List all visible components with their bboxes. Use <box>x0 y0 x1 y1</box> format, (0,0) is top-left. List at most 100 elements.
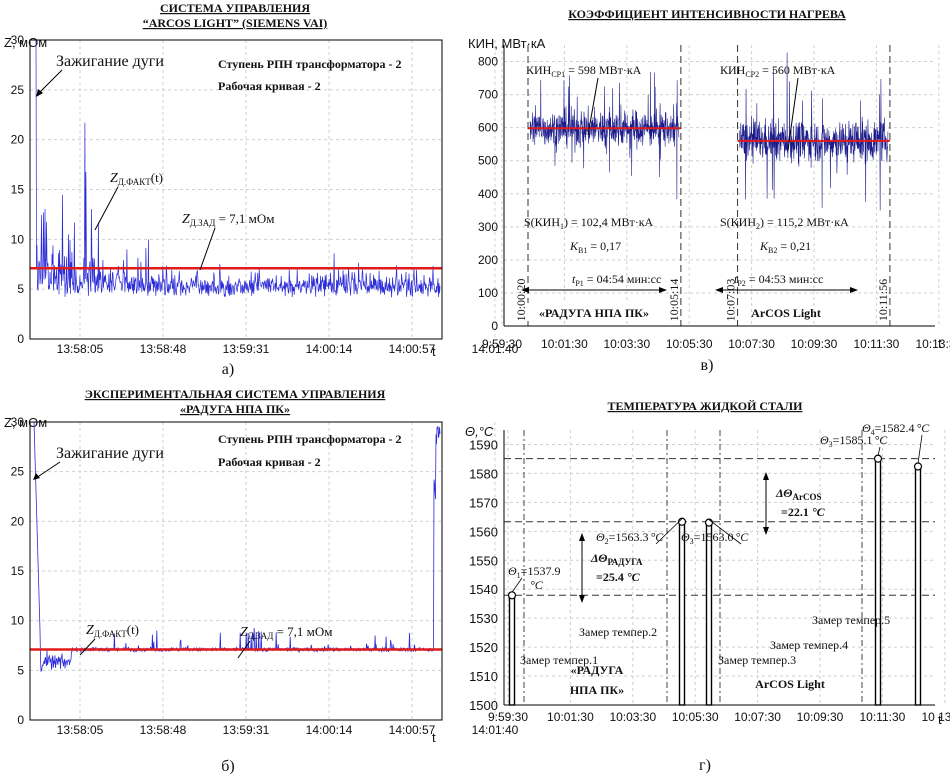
panel-d-period2-name: ArCOS Light <box>755 677 825 691</box>
pa-ytick-label: 5 <box>17 282 24 296</box>
panel-c-title: КОЭФФИЦИЕНТ ИНТЕНСИВНОСТИ НАГРЕВА <box>568 7 846 21</box>
pb-ytick-label: 20 <box>11 514 25 528</box>
panel-c-mean2-label: КИНСР2 = 560 МВт·кА <box>720 63 836 79</box>
pc-xtick-label: 10:11:30 <box>853 337 899 351</box>
panel-a-zfact-label: ZД.ФАКТ(t) <box>110 170 163 187</box>
pa-xtick-label: 13:58:05 <box>57 342 104 356</box>
panel-b-legend-line2: Рабочая кривая - 2 <box>218 455 321 469</box>
pd-measurement-value: Θ2=1563.3 °C <box>596 530 664 546</box>
panel-a-xlabel: t <box>432 344 436 359</box>
panel-c-period2-arrow-right <box>850 287 858 293</box>
pd-measurement-point <box>507 591 517 600</box>
panel-d-caption: г) <box>699 757 711 774</box>
panel-a-zfact-leader <box>94 186 119 231</box>
panel-a-zset-leader <box>199 227 216 271</box>
panel-b-caption: б) <box>221 758 234 775</box>
panel-d-period1-line2: НПА ПК» <box>570 683 624 697</box>
panel-d-xlabel: t <box>938 712 942 727</box>
pd-ytick-label: 1590 <box>469 437 498 452</box>
panel-a-arc-ignition: Зажигание дуги <box>56 53 164 70</box>
pd-ytick-label: 1530 <box>469 611 498 626</box>
pd-value-leader <box>655 518 683 545</box>
panel-a-plot-frame <box>29 39 443 340</box>
pc-ytick-label: 0 <box>491 319 498 333</box>
pd-measurement-bar <box>508 594 516 706</box>
panel-c-std1-label: S(КИН1) = 102,4 МВт·кА <box>524 215 654 231</box>
pb-xtick-label: 13:58:05 <box>57 723 104 737</box>
pd-ytick-label: 1570 <box>469 495 498 510</box>
pd-xtick-label: 10:09:30 <box>797 710 844 724</box>
pc-ytick-label: 600 <box>478 121 498 135</box>
pc-xtick-label: 10:01:30 <box>541 337 588 351</box>
pa-ytick-label: 15 <box>11 183 25 197</box>
pc-xtick-label: 10:03:30 <box>603 337 650 351</box>
panel-d-delta1-value: =25.4 °C <box>596 570 641 584</box>
panel-c-yticks: 0 100 200 300 400 500 600 700 800 <box>478 55 498 333</box>
panel-a-legend-line1: Ступень РПН трансформатора - 2 <box>218 57 402 71</box>
panel-a-impedance-series <box>31 39 441 298</box>
pb-ytick-label: 25 <box>11 465 25 479</box>
pd-value-leader <box>877 446 881 456</box>
panel-c-caption: в) <box>701 357 714 374</box>
panel-c-period2-arrow-left <box>715 287 723 293</box>
pd-value-leader <box>917 434 923 464</box>
panel-c-time-marks: 10:00:20 10:05:14 10:07:03 10:11:56 <box>514 279 890 322</box>
pc-xtick-label: 10:05:30 <box>666 337 713 351</box>
pb-ytick-label: 15 <box>11 564 25 578</box>
panel-b-title-line1: ЭКСПЕРИМЕНТАЛЬНАЯ СИСТЕМА УПРАВЛЕНИЯ <box>85 387 386 401</box>
panel-c-period1-arrow-left <box>521 287 529 293</box>
pd-measurement-bar <box>678 521 686 706</box>
panel-c-period1-arrow-right <box>659 287 667 293</box>
panel-b-yticks: 0 5 10 15 20 25 30 <box>11 415 25 727</box>
panel-c-mean1-label: КИНСР1 = 598 МВт·кА <box>526 63 642 79</box>
panel-d: ТЕМПЕРАТУРА ЖИДКОЙ СТАЛИ Θ,°C 1500151015… <box>465 399 950 774</box>
pc-ytick-label: 400 <box>478 187 498 201</box>
pc-ytick-label: 700 <box>478 88 498 102</box>
pc-ytick-label: 300 <box>478 220 498 234</box>
panel-d-xticks: 9:59:30 10:01:30 10:03:30 10:05:30 10:07:30 1… <box>488 710 950 724</box>
panel-a-zset-label: ZД.ЗАД = 7,1 мОм <box>182 211 275 228</box>
panel-d-yticks: 1500 1510 1520 1530 1540 1550 1560 1570 1580 1590 <box>469 437 498 713</box>
pd-measurement-bar <box>874 457 882 706</box>
pc-ytick-label: 500 <box>478 154 498 168</box>
panel-b-legend-line1: Ступень РПН трансформатора - 2 <box>218 432 402 446</box>
panel-b-ylabel: Z, мОм <box>4 415 47 430</box>
panel-b: ЭКСПЕРИМЕНТАЛЬНАЯ СИСТЕМА УПРАВЛЕНИЯ «РА… <box>4 387 519 775</box>
pd-measurement-point <box>873 454 883 463</box>
panel-d-ylabel: Θ,°C <box>465 424 494 439</box>
pa-ytick-label: 10 <box>11 232 25 246</box>
panel-a: СИСТЕМА УПРАВЛЕНИЯ “ARCOS LIGHT” (SIEMEN… <box>4 1 519 378</box>
pd-xtick-label: 10:01:30 <box>547 710 594 724</box>
pc-ytick-label: 100 <box>478 286 498 300</box>
panel-b-xticks: 13:58:05 13:58:48 13:59:31 14:00:14 14:00:57… <box>57 723 519 737</box>
pa-xtick-label: 14:01:40 <box>472 342 519 356</box>
pd-measurement-point <box>913 462 923 471</box>
panel-d-delta2-value: =22.1 °C <box>781 505 826 519</box>
pd-xtick-label: 10:07:30 <box>734 710 781 724</box>
pd-xtick-label: 10 13:30 <box>921 710 950 724</box>
panel-b-zfact-label: ZД.ФАКТ(t) <box>86 622 139 639</box>
pd-xtick-label: 9:59:30 <box>488 710 528 724</box>
pd-ytick-label: 1510 <box>469 669 498 684</box>
pd-xtick-label: 10:03:30 <box>609 710 656 724</box>
panel-d-grid <box>504 430 946 706</box>
panel-b-arrowhead <box>33 473 40 480</box>
panel-b-zset-label: ZД.ЗАД = 7,1 мОм <box>240 624 333 641</box>
panel-a-legend-line2: Рабочая кривая - 2 <box>218 79 321 93</box>
pd-measurement-value: Θ1=1537.9 <box>508 564 560 580</box>
pd-ytick-label: 1520 <box>469 640 498 655</box>
panel-b-plot-frame <box>29 421 443 721</box>
panel-d-delta1-arrow-bottom <box>579 595 585 603</box>
pb-ytick-label: 30 <box>11 415 25 429</box>
panel-a-caption: а) <box>222 361 234 378</box>
panel-c-period-boundaries <box>527 45 891 326</box>
pd-value-leader <box>511 577 523 593</box>
panel-c-t1-label: tР1 = 04:54 мин:сс <box>572 272 661 288</box>
panel-b-arrow <box>35 461 61 479</box>
panel-a-title-line2: “ARCOS LIGHT” (SIEMENS VAI) <box>143 16 328 30</box>
pa-xtick-label: 13:58:48 <box>140 342 187 356</box>
panel-c-k2-label: KВ2 = 0,21 <box>759 239 811 255</box>
panel-a-arrowhead <box>36 89 43 97</box>
panel-d-period1-line1: «РАДУГА <box>571 663 624 677</box>
